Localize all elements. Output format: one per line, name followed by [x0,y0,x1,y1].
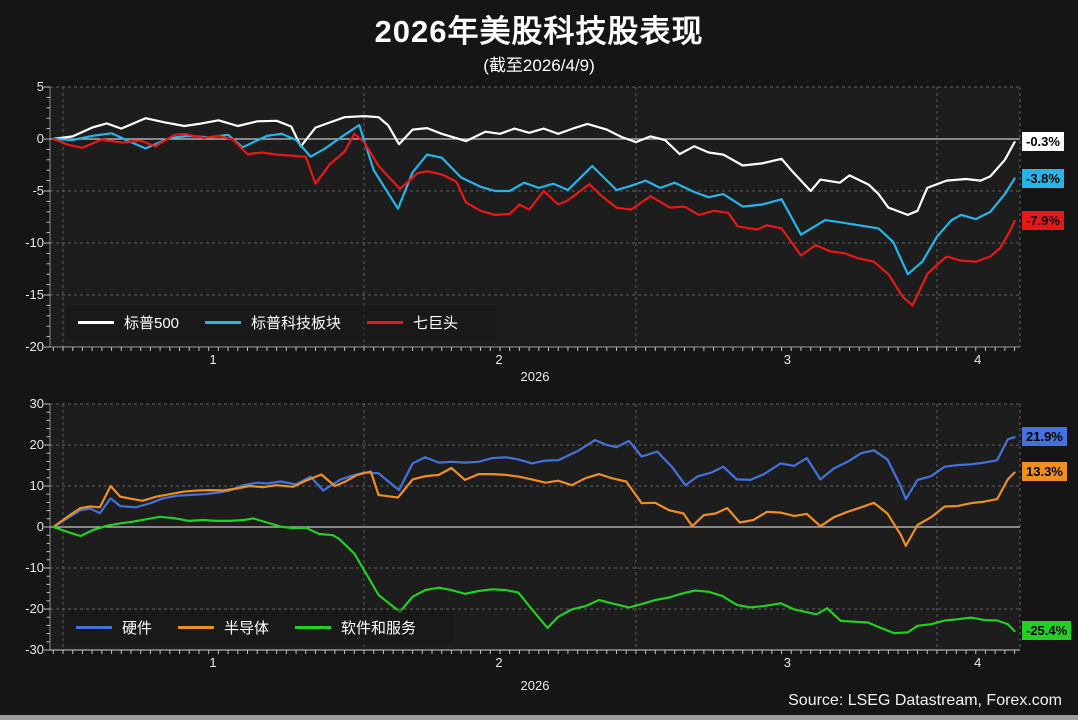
x-tick-label: 4 [974,352,982,367]
legend-line-swatch [78,321,114,324]
legend-line-swatch [295,626,332,629]
y-tick-label: 20 [29,437,44,452]
x-tick-label: 4 [974,655,982,670]
series-end-value-badge: -0.3% [1022,132,1064,152]
page-title: 2026年美股科技股表现 [374,14,704,49]
legend-line-swatch [205,321,242,324]
legend-line-swatch [76,626,112,629]
y-tick-label: -5 [32,183,44,198]
y-tick-label: -30 [25,642,44,657]
y-tick-label: -20 [25,339,44,354]
legend-label: 软件和服务 [341,620,417,637]
x-tick-label: 3 [783,655,791,670]
legend-label: 标普500 [124,315,180,332]
legend-item-1: 标普科技板块 [205,312,341,333]
chart-legend: 标普500 标普科技板块 七巨头 [66,305,497,340]
legend-item-2: 软件和服务 [295,617,416,638]
legend-label: 七巨头 [413,315,459,332]
chart-legend: 硬件 半导体 软件和服务 [64,610,455,645]
x-tick-label: 2 [495,352,503,367]
y-tick-label: 10 [29,478,44,493]
x-tick-label: 2 [495,655,503,670]
x-tick-label: 3 [783,352,791,367]
y-tick-label: -10 [25,235,44,250]
y-tick-label: 30 [29,396,44,411]
page-subtitle: (截至2026/4/9) [483,56,595,75]
series-line-0 [52,436,1016,529]
series-line-2 [52,515,1016,635]
legend-label: 标普科技板块 [251,315,342,332]
series-line-1 [52,466,1016,548]
y-tick-label: 0 [36,131,44,146]
series-end-value-badge: -25.4% [1022,621,1072,641]
series-line-0 [52,114,1016,216]
y-tick-label: 5 [36,79,44,94]
x-axis-year-label: 2026 [520,369,550,384]
legend-line-swatch [367,321,404,324]
series-end-value-badge: -7.9% [1022,211,1064,231]
legend-item-0: 标普500 [78,312,179,333]
source-credit: Source: LSEG Datastream, Forex.com [788,692,1062,709]
x-tick-label: 1 [209,655,217,670]
y-tick-label: -15 [25,287,44,302]
series-line-2 [52,132,1016,307]
legend-label: 半导体 [224,620,270,637]
x-tick-label: 1 [209,352,217,367]
series-end-value-badge: 21.9% [1022,427,1067,447]
legend-line-swatch [178,626,215,629]
series-end-value-badge: 13.3% [1022,462,1067,482]
y-tick-label: -10 [25,560,44,575]
y-tick-label: 0 [36,519,44,534]
legend-item-1: 半导体 [178,617,269,638]
legend-item-2: 七巨头 [367,312,458,333]
window-bottom-edge [0,715,1078,720]
y-tick-label: -20 [25,601,44,616]
legend-label: 硬件 [122,620,153,637]
legend-item-0: 硬件 [76,617,152,638]
x-axis-year-label: 2026 [520,678,550,693]
series-end-value-badge: -3.8% [1022,168,1064,188]
